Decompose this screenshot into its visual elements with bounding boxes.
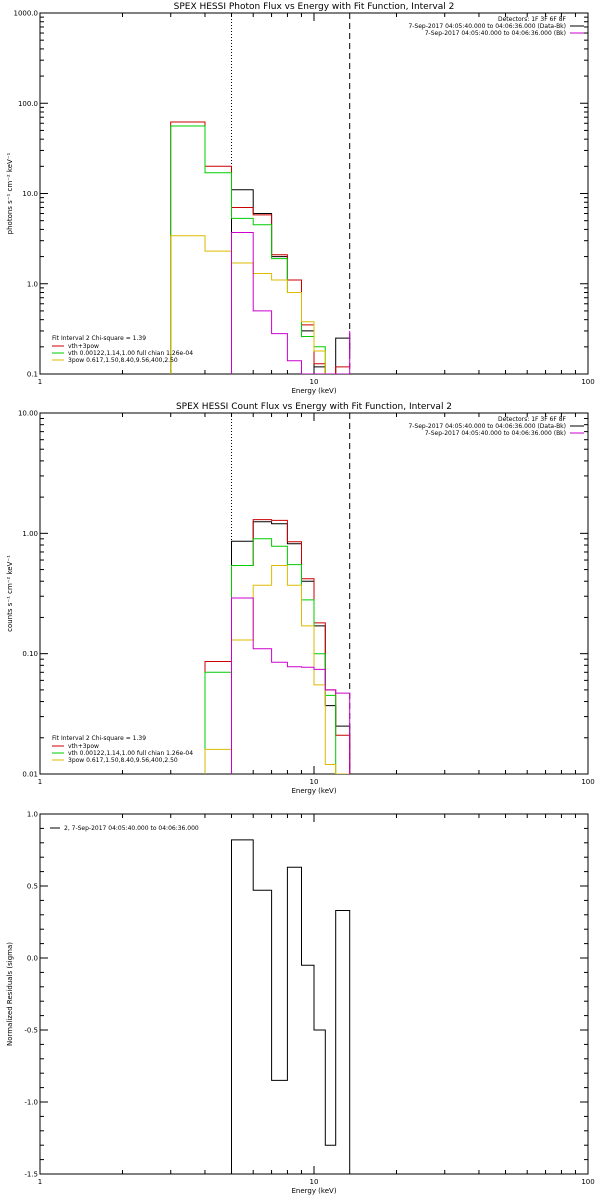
series-0-step-line [231, 839, 351, 1174]
legend-label: 3pow 0.617,1.50,8.40,9.56,400,2.50 [68, 357, 178, 364]
chart-title: SPEX HESSI Count Flux vs Energy with Fit… [176, 402, 452, 412]
series-1-step-line [204, 519, 351, 774]
x-tick-label: 100 [581, 378, 594, 386]
series-2-step-line [170, 125, 350, 374]
y-tick-label: 0.10 [22, 650, 38, 658]
y-tick-label: 1.00 [22, 530, 38, 538]
y-tick-label: 1000.0 [14, 10, 39, 18]
series-4-step-line [231, 232, 351, 374]
x-tick-label: 1 [38, 1178, 42, 1186]
y-axis-label: counts s⁻¹ cm⁻² keV⁻¹ [6, 555, 14, 632]
legend-label: 3pow 0.617,1.50,8.40,9.56,400,2.50 [68, 757, 178, 764]
header-line: 7-Sep-2017 04:05:40.000 to 04:06:36.000 … [425, 30, 566, 37]
header-line: Detectors: 1F 3F 6F 8F [498, 416, 567, 423]
chart-title: SPEX HESSI Photon Flux vs Energy with Fi… [174, 2, 455, 12]
header-line: 7-Sep-2017 04:05:40.000 to 04:06:36.000 … [425, 430, 566, 437]
series-2-step-line [204, 538, 350, 774]
y-tick-label: 1.0 [27, 811, 38, 819]
x-tick-label: 1 [38, 378, 42, 386]
y-tick-label: 0.1 [27, 371, 38, 379]
y-tick-label: 10.0 [22, 190, 38, 198]
y-tick-label: 0.0 [27, 955, 38, 963]
y-tick-label: 100.0 [18, 100, 38, 108]
legend-label: vth+3pow [68, 343, 99, 350]
y-tick-label: 10.00 [18, 410, 38, 418]
x-tick-label: 10 [310, 778, 319, 786]
x-tick-label: 10 [310, 1178, 319, 1186]
series-4-step-line [231, 597, 351, 774]
series-3-step-line [170, 235, 350, 374]
legend-label: vth 0.00122,1.14,1.00 full chian 1.26e-0… [68, 750, 193, 757]
header-line: Detectors: 1F 3F 6F 8F [498, 16, 567, 23]
y-axis-label: Normalized Residuals (sigma) [6, 942, 14, 1046]
series-0-step-line [231, 521, 351, 774]
y-tick-label: 1.0 [27, 280, 38, 288]
legend-title: Fit Interval 2 Chi-square = 1.39 [52, 735, 146, 742]
y-axis-label: photons s⁻¹ cm⁻² keV⁻¹ [6, 152, 14, 234]
legend-label: 2, 7-Sep-2017 04:05:40.000 to 04:06:36.0… [64, 825, 199, 832]
legend-title: Fit Interval 2 Chi-square = 1.39 [52, 335, 146, 342]
series-1-step-line [170, 121, 351, 374]
x-axis-label: Energy (keV) [291, 787, 336, 795]
header-line: 7-Sep-2017 04:05:40.000 to 04:06:36.000 … [408, 23, 566, 30]
x-tick-label: 100 [581, 778, 594, 786]
y-tick-label: -0.5 [24, 1027, 38, 1035]
plot-frame [39, 12, 589, 375]
x-tick-label: 10 [310, 378, 319, 386]
y-tick-label: 0.5 [27, 883, 38, 891]
x-tick-label: 1 [38, 778, 42, 786]
x-tick-label: 100 [581, 1178, 594, 1186]
series-0-step-line [231, 189, 351, 374]
x-axis-label: Energy (keV) [291, 387, 336, 395]
header-line: 7-Sep-2017 04:05:40.000 to 04:06:36.000 … [408, 423, 566, 430]
x-axis-label: Energy (keV) [291, 1187, 336, 1195]
series-3-step-line [204, 565, 350, 774]
y-tick-label: -1.0 [24, 1099, 38, 1107]
y-tick-label: 0.01 [22, 771, 38, 779]
y-tick-label: -1.5 [24, 1171, 38, 1179]
legend-label: vth+3pow [68, 743, 99, 750]
legend-label: vth 0.00122,1.14,1.00 full chian 1.26e-0… [68, 350, 193, 357]
